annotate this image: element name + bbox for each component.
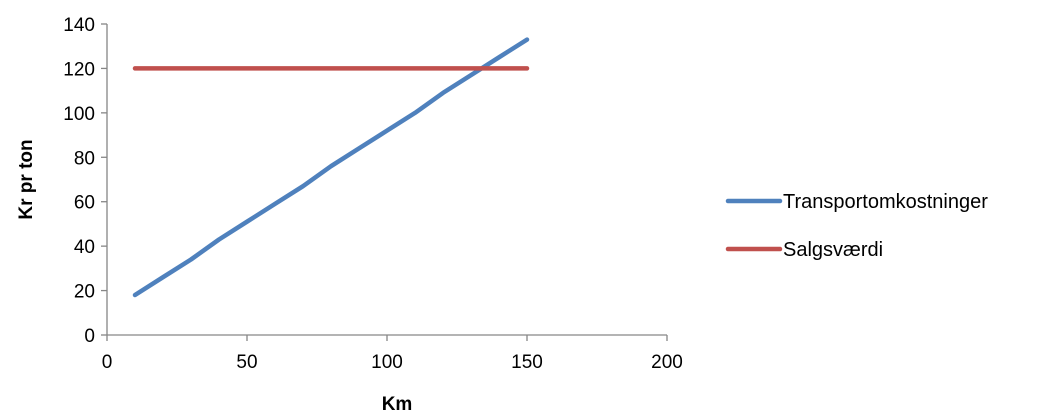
series-lines	[132, 37, 530, 298]
y-tick-label: 100	[63, 104, 95, 125]
y-tick-label: 20	[74, 282, 95, 303]
x-tick-label: 150	[511, 352, 543, 373]
y-tick-label: 40	[74, 237, 95, 258]
y-tick-label: 60	[74, 193, 95, 214]
x-tick-label: 0	[102, 352, 113, 373]
y-tick-label: 0	[84, 326, 95, 347]
legend-item-transportomkostninger: Transportomkostninger	[725, 191, 988, 213]
legend-label: Transportomkostninger	[783, 191, 988, 213]
legend: Transportomkostninger Salgsværdi	[725, 191, 988, 261]
y-tick-label: 140	[63, 15, 95, 36]
y-tick-label: 120	[63, 59, 95, 80]
legend-label: Salgsværdi	[783, 239, 883, 261]
legend-item-salgsvaerdi: Salgsværdi	[725, 239, 883, 261]
x-axis-title: Km	[382, 394, 413, 415]
y-axis-ticks: 0 20 40 60 80 100 120 140	[63, 15, 107, 347]
plot-area: 0 20 40 60 80 100 120 140 0 50 100 150 200	[63, 15, 683, 373]
x-axis-ticks: 0 50 100 150 200	[102, 335, 683, 373]
x-tick-label: 50	[236, 352, 257, 373]
series-line-transportomkostninger	[132, 37, 530, 298]
x-tick-label: 100	[371, 352, 403, 373]
x-tick-label: 200	[651, 352, 683, 373]
y-axis-title: Kr pr ton	[16, 139, 37, 219]
y-tick-label: 80	[74, 148, 95, 169]
